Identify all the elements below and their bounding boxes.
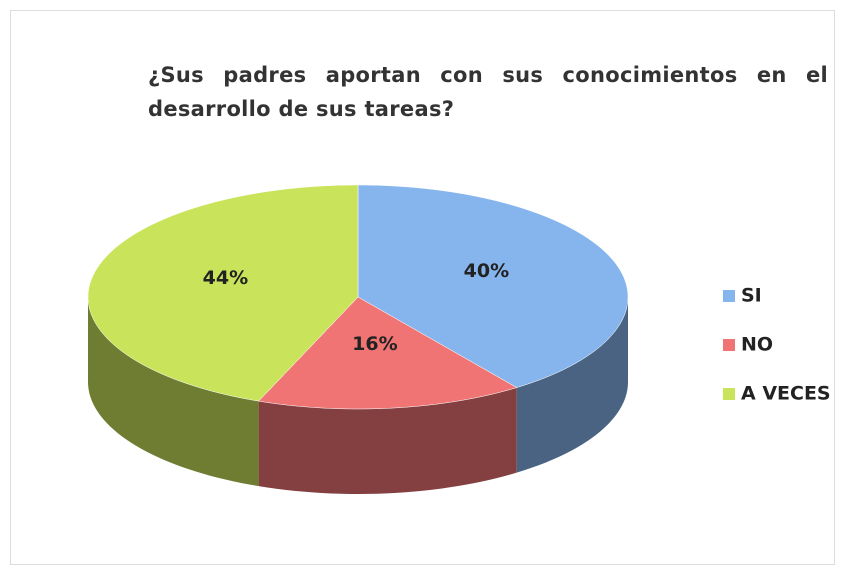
- slice: [258, 296, 518, 410]
- slice: [87, 184, 359, 402]
- data-label: 40%: [464, 260, 509, 282]
- data-label: 44%: [203, 267, 248, 289]
- data-label: 16%: [352, 333, 397, 355]
- legend-swatch: [723, 339, 735, 351]
- slice-side: [516, 297, 628, 473]
- legend-label: SI: [741, 285, 762, 307]
- slice-side: [258, 387, 517, 494]
- slice: [357, 184, 629, 388]
- legend-swatch: [723, 290, 735, 302]
- chart-title: ¿Sus padres aportan con sus conocimiento…: [148, 63, 828, 121]
- chart-frame: [10, 10, 835, 565]
- legend-label: NO: [741, 334, 773, 356]
- legend-swatch: [723, 388, 735, 400]
- slice-side: [88, 297, 259, 487]
- legend-label: A VECES: [741, 383, 831, 405]
